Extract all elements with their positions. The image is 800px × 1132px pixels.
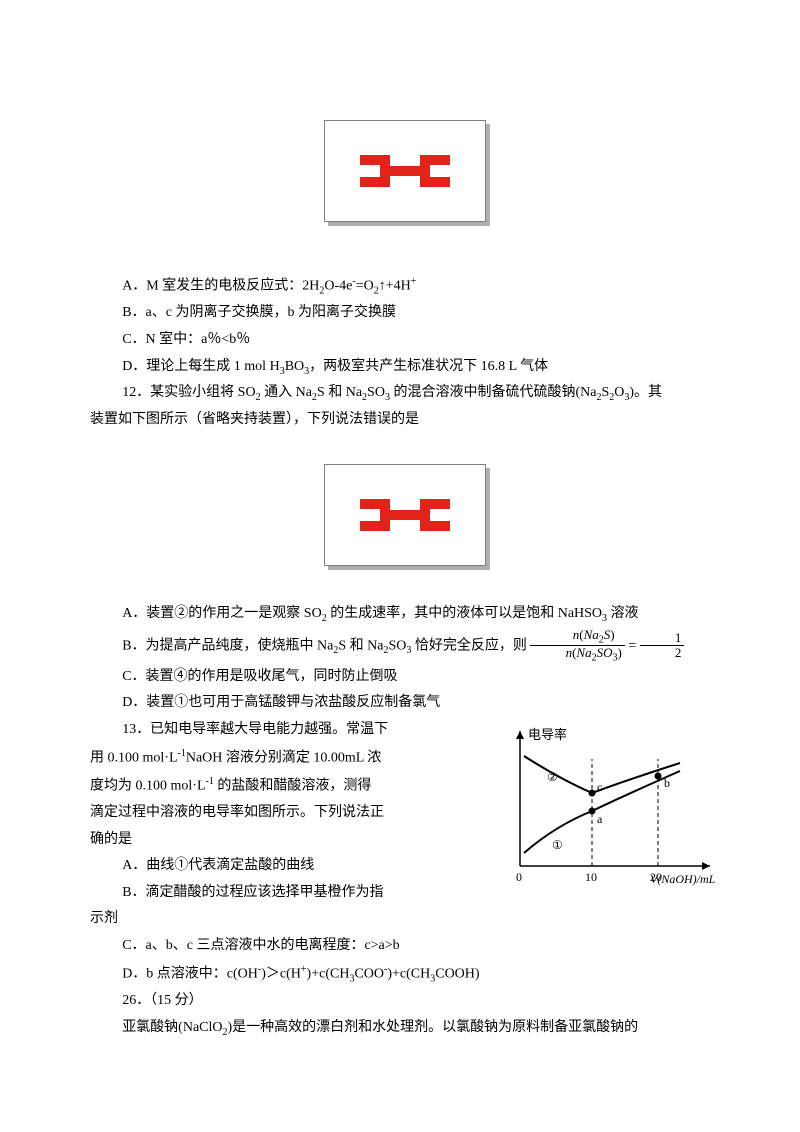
q13-option-c: C．a、b、c 三点溶液中水的电离程度：c>a>b [90, 933, 720, 960]
q13-stem-e: 确的是 [90, 827, 484, 854]
q26-line1: 亚氯酸钠(NaClO2)是一种高效的漂白剂和水处理剂。以氯酸钠为原料制备亚氯酸钠… [90, 1015, 720, 1042]
q13-row: 13．已知电导率越大导电能力越强。常温下 用 0.100 mol·L-1NaOH… [90, 717, 720, 906]
svg-text:②: ② [547, 770, 558, 784]
svg-text:b: b [664, 776, 670, 790]
q11-option-c: C．N 室中：a％<b％ [90, 327, 720, 354]
q12-stem-a: 12．某实验小组将 SO2 通入 Na2S 和 Na2SO3 的混合溶液中制备硫… [90, 380, 720, 407]
svg-text:0: 0 [516, 870, 522, 884]
figure-frame [324, 120, 486, 222]
q13-option-d: D．b 点溶液中：c(OH-)＞c(H+)+c(CH3COO-)+c(CH3CO… [90, 960, 720, 988]
q12-stem-b: 装置如下图所示（省略夹持装置），下列说法错误的是 [90, 407, 720, 434]
figure-q11 [90, 120, 720, 222]
q13-stem-a: 13．已知电导率越大导电能力越强。常温下 [90, 717, 484, 744]
q12-option-a: A．装置②的作用之一是观察 SO2 的生成速率，其中的液体可以是饱和 NaHSO… [90, 601, 720, 628]
q11-option-b: B．a、c 为阴离子交换膜，b 为阳离子交换膜 [90, 300, 720, 327]
q13-stem-c: 度均为 0.100 mol·L-1 的盐酸和醋酸溶液，测得 [90, 772, 484, 800]
svg-text:20: 20 [650, 870, 662, 884]
svg-text:a: a [597, 812, 603, 826]
equals: = [628, 638, 639, 653]
q13-stem-d: 滴定过程中溶液的电导率如图所示。下列说法正 [90, 800, 484, 827]
q12-option-d: D．装置①也可用于高锰酸钾与浓盐酸反应制备氯气 [90, 690, 720, 717]
q12-option-b: B．为提高产品纯度，使烧瓶中 Na2S 和 Na2SO3 恰好完全反应，则 n(… [90, 628, 720, 664]
svg-text:c: c [597, 780, 602, 794]
fraction-right: 1 2 [640, 631, 685, 661]
q13-stem-b: 用 0.100 mol·L-1NaOH 溶液分别滴定 10.00mL 浓 [90, 744, 484, 772]
ylabel: 电导率 [528, 727, 567, 742]
q13-chart: 电导率 V(NaOH)/mL 0 10 20 ② ① a [490, 721, 720, 902]
q26-num: 26．（15 分） [90, 988, 720, 1015]
fraction-left: n(Na2S) n(Na2SO3) [530, 628, 624, 664]
figure-frame [324, 464, 486, 566]
q13-option-b-a: B．滴定醋酸的过程应该选择甲基橙作为指 [90, 880, 484, 907]
figure-q12 [90, 464, 720, 566]
svg-text:①: ① [552, 838, 563, 852]
q11-option-d: D．理论上每生成 1 mol H3BO3，两极室共产生标准状况下 16.8 L … [90, 354, 720, 381]
q12-option-c: C．装置④的作用是吸收尾气，同时防止倒吸 [90, 664, 720, 691]
q11-option-a: A．M 室发生的电极反应式：2H2O-4e-=O2↑+4H+ [90, 272, 720, 300]
placeholder-icon [360, 495, 450, 535]
q13-option-b-b: 示剂 [90, 906, 720, 933]
svg-text:10: 10 [585, 870, 597, 884]
q13-option-a: A．曲线①代表滴定盐酸的曲线 [90, 853, 484, 880]
placeholder-icon [360, 151, 450, 191]
